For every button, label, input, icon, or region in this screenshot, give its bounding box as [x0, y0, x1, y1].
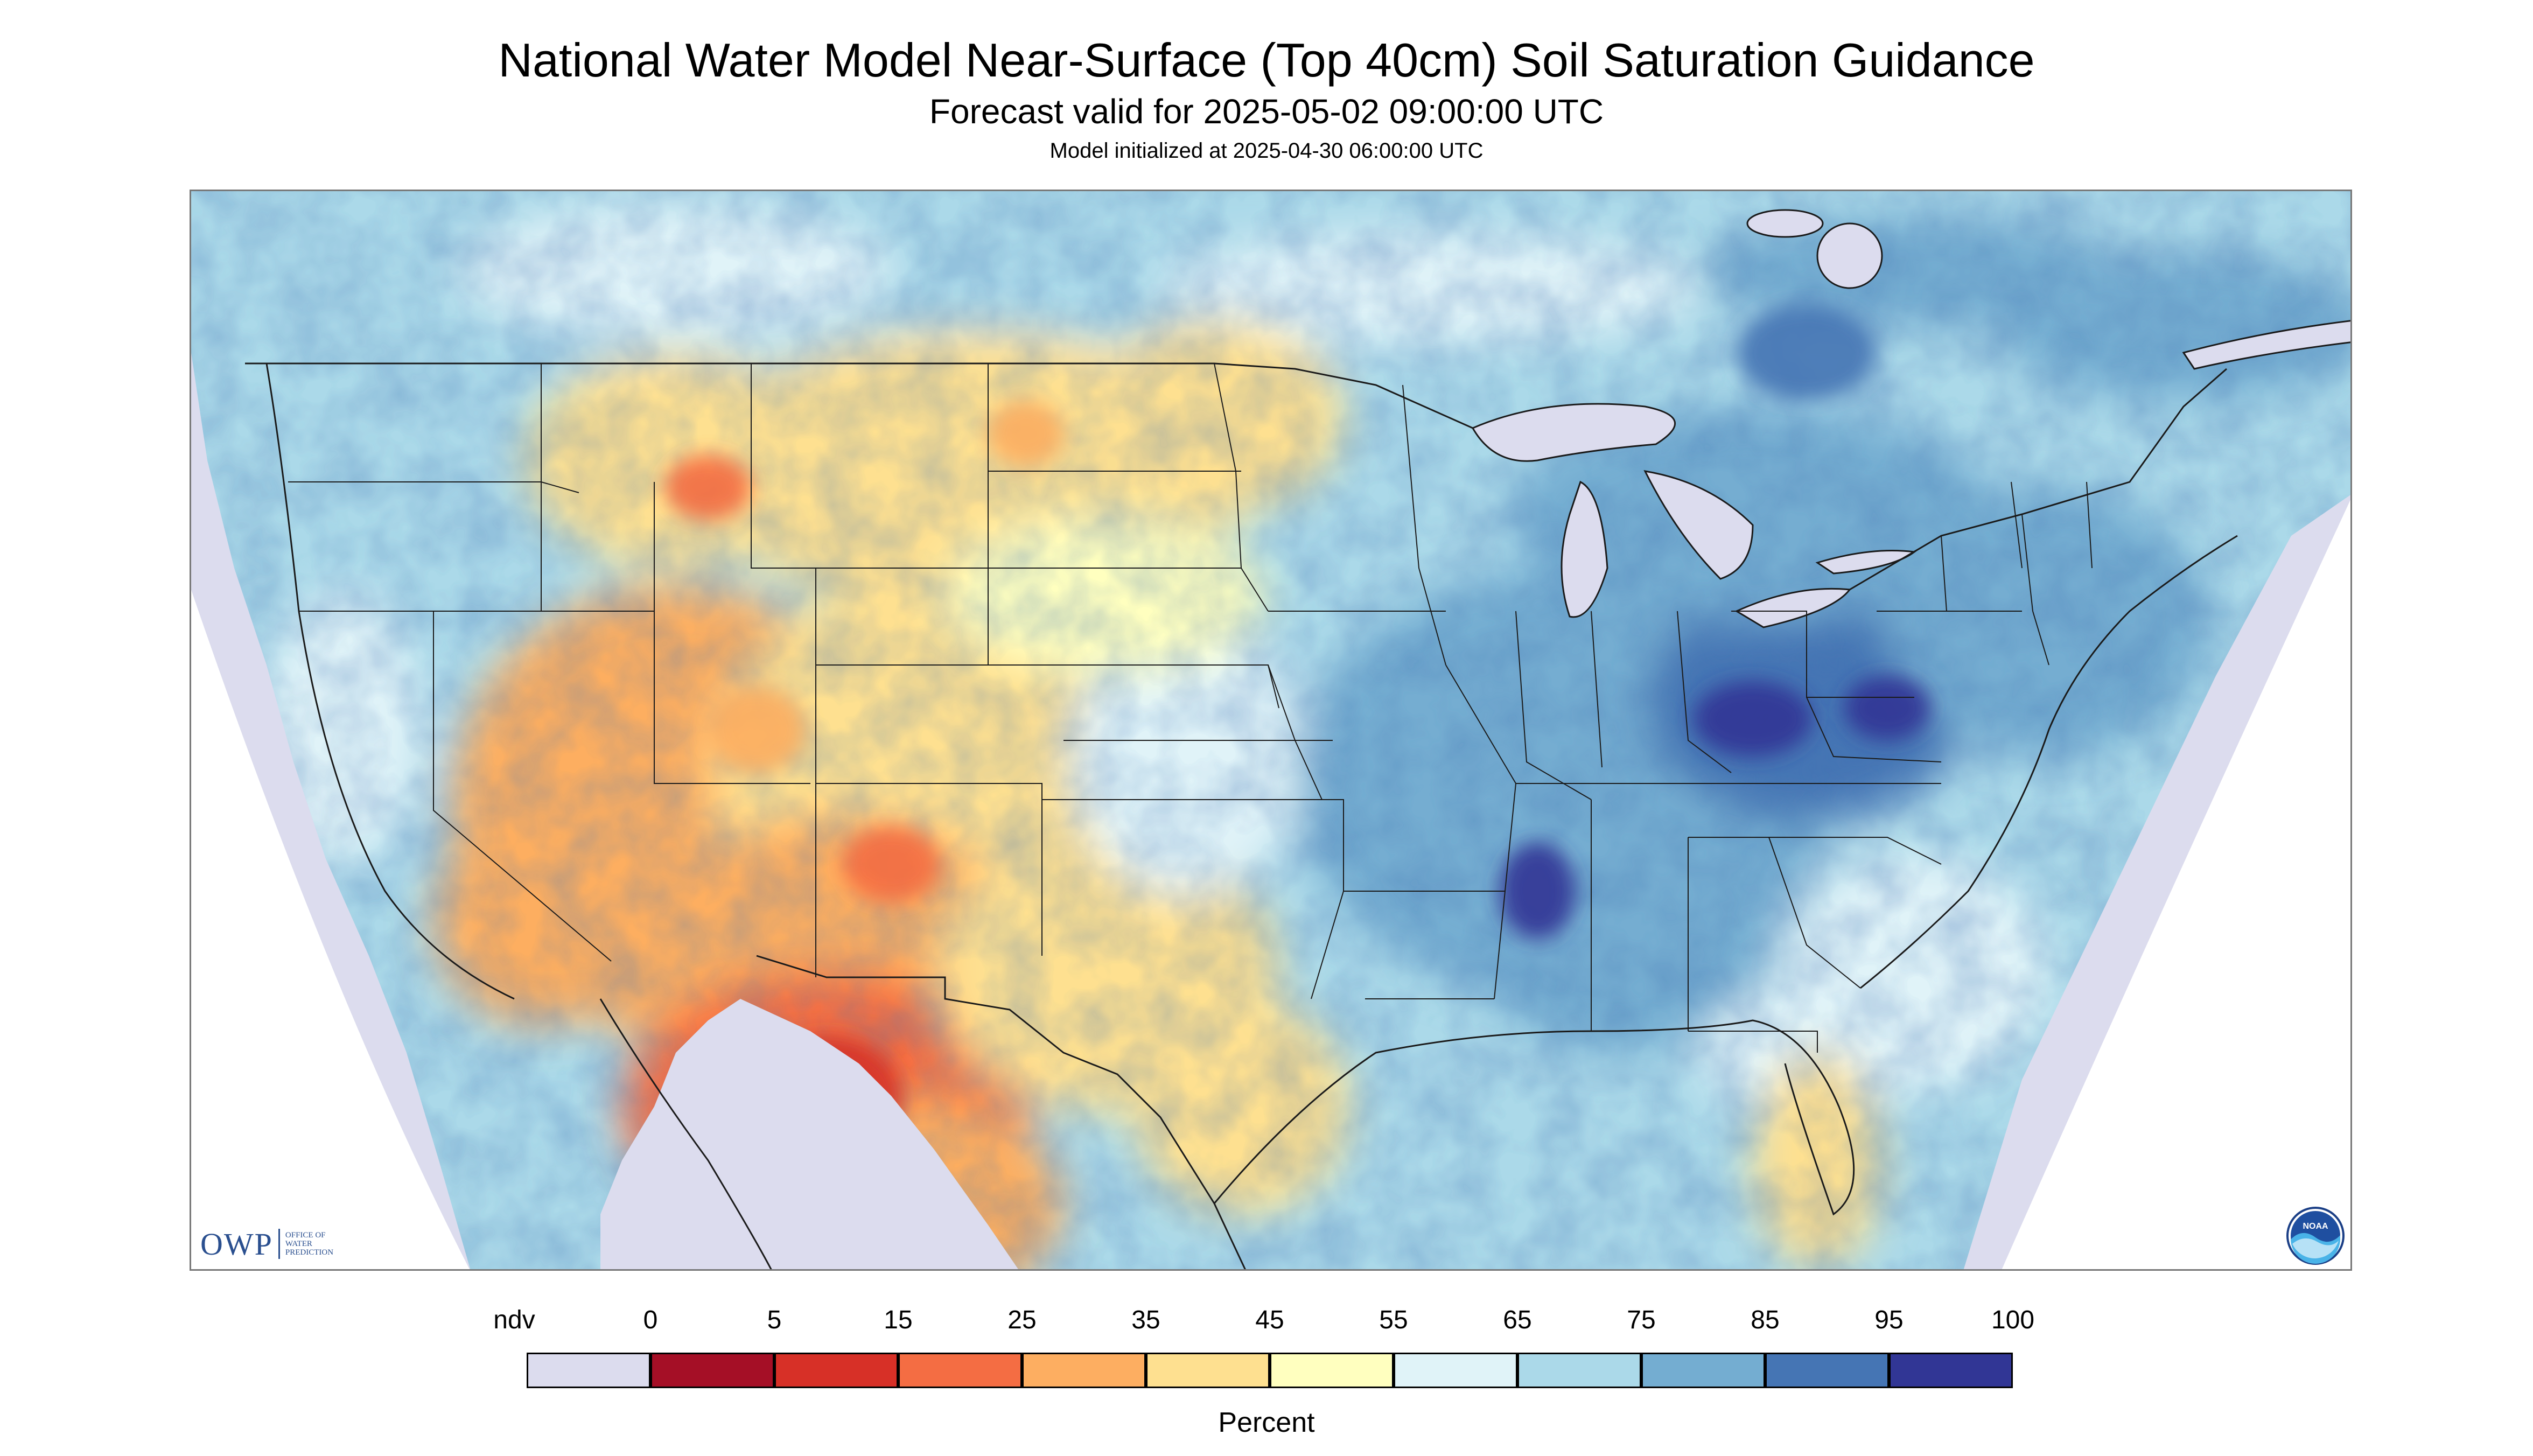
owp-logo-divider — [278, 1229, 280, 1259]
legend-tick-label: 65 — [1503, 1306, 1532, 1334]
legend-tick-label: 100 — [1991, 1306, 2035, 1334]
owp-logo: OWP OFFICE OF WATER PREDICTION — [200, 1225, 350, 1263]
legend-tick-label: 35 — [1131, 1306, 1160, 1334]
legend-bin — [898, 1353, 1022, 1388]
projection-edge-west — [191, 590, 470, 1269]
legend-bin — [1022, 1353, 1146, 1388]
legend-bin — [1641, 1353, 1765, 1388]
coastlines — [265, 363, 2238, 1269]
model-init-subtitle: Model initialized at 2025-04-30 06:00:00… — [1049, 139, 1484, 163]
owp-logo-subtext: OFFICE OF WATER PREDICTION — [285, 1231, 334, 1257]
legend-tick-label: 25 — [1007, 1306, 1037, 1334]
legend-title: Percent — [1218, 1407, 1315, 1438]
color-legend: ndv 0 5 15 25 35 45 55 65 75 85 95 100 Percent — [0, 1292, 2533, 1454]
map-panel — [190, 190, 2352, 1271]
legend-tick-label: 75 — [1627, 1306, 1656, 1334]
legend-bin — [1517, 1353, 1641, 1388]
legend-bin — [650, 1353, 774, 1388]
legend-tick-label: 55 — [1379, 1306, 1408, 1334]
noaa-logo-icon: NOAA — [2286, 1207, 2345, 1265]
projection-edge-east — [2002, 499, 2350, 1269]
legend-bin — [774, 1353, 898, 1388]
legend-bin — [1765, 1353, 1889, 1388]
atlantic-ocean — [1964, 485, 2350, 1269]
legend-bin — [527, 1353, 650, 1388]
legend-tick-label: 85 — [1751, 1306, 1780, 1334]
map-title: National Water Model Near-Surface (Top 4… — [498, 33, 2035, 87]
canadian-lakes — [1746, 209, 2350, 370]
legend-tick-label: 15 — [884, 1306, 913, 1334]
legend-ndv-label: ndv — [493, 1306, 535, 1334]
great-lakes — [1471, 403, 1916, 628]
legend-tick-label: 95 — [1874, 1306, 1904, 1334]
legend-tick-label: 0 — [643, 1306, 658, 1334]
map-canvas — [191, 191, 2350, 1269]
borders — [245, 362, 2227, 1269]
legend-bin — [1889, 1353, 2013, 1388]
legend-bin — [1270, 1353, 1394, 1388]
noaa-logo-text: NOAA — [2303, 1222, 2328, 1231]
legend-tick-label: 5 — [767, 1306, 782, 1334]
legend-bin — [1394, 1353, 1517, 1388]
legend-bin — [1146, 1353, 1270, 1388]
legend-tick-label: 45 — [1255, 1306, 1284, 1334]
owp-logo-text: OWP — [200, 1226, 273, 1262]
forecast-valid-subtitle: Forecast valid for 2025-05-02 09:00:00 U… — [929, 92, 1604, 131]
